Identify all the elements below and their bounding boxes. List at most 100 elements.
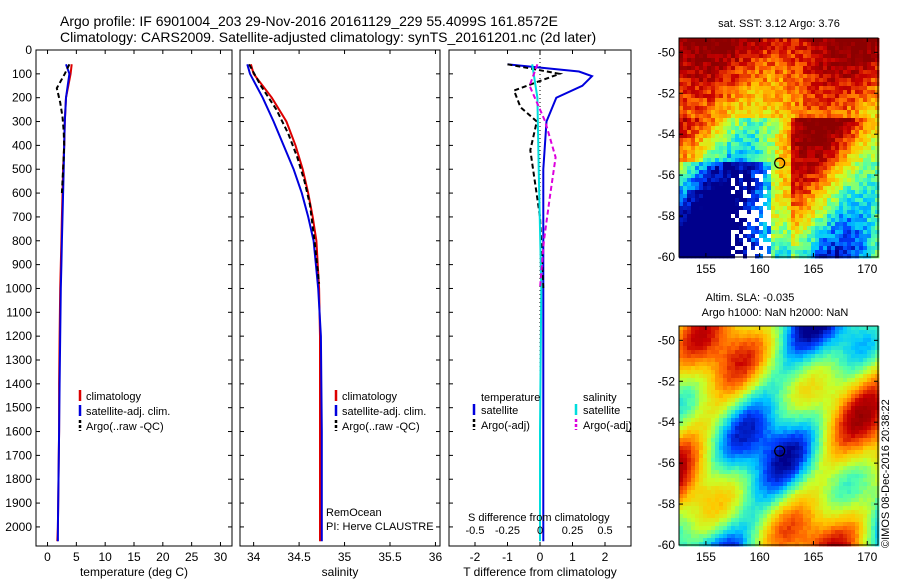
- map-cell: [819, 222, 824, 227]
- y-tick-label: 400: [12, 138, 32, 152]
- map-cell: [751, 398, 756, 403]
- map-cell: [839, 66, 844, 71]
- map-cell: [707, 246, 712, 251]
- map-cell: [787, 174, 792, 179]
- map-cell: [767, 406, 772, 411]
- map-cell: [735, 50, 740, 55]
- map-cell: [823, 166, 828, 171]
- map-cell: [719, 474, 724, 479]
- map-cell: [875, 470, 880, 475]
- map-cell: [771, 170, 776, 175]
- map-cell: [683, 470, 688, 475]
- map-cell: [823, 342, 828, 347]
- map-cell: [799, 142, 804, 147]
- map-cell: [723, 130, 728, 135]
- map-cell: [847, 70, 852, 75]
- map-cell: [755, 390, 760, 395]
- map-cell: [847, 382, 852, 387]
- map-cell: [799, 66, 804, 71]
- map-cell: [699, 66, 704, 71]
- map-cell: [795, 454, 800, 459]
- map-cell: [779, 174, 784, 179]
- map-cell: [831, 74, 836, 79]
- map-cell: [839, 82, 844, 87]
- map-cell: [707, 402, 712, 407]
- map-cell: [735, 254, 740, 259]
- map-cell: [759, 146, 764, 151]
- map-cell: [855, 82, 860, 87]
- map-cell: [831, 102, 836, 107]
- map-cell: [747, 362, 752, 367]
- map-cell: [875, 434, 880, 439]
- map-cell: [687, 38, 692, 43]
- map-cell: [719, 230, 724, 235]
- map-cell: [819, 54, 824, 59]
- map-cell: [835, 90, 840, 95]
- map-cell: [823, 374, 828, 379]
- map-cell: [803, 194, 808, 199]
- map-cell: [803, 426, 808, 431]
- map-cell: [871, 210, 876, 215]
- map-cell: [835, 58, 840, 63]
- map-cell: [819, 162, 824, 167]
- map-cell: [687, 66, 692, 71]
- map-cell: [691, 222, 696, 227]
- map-cell: [823, 238, 828, 243]
- map-cell: [855, 126, 860, 131]
- map-cell: [799, 250, 804, 255]
- map-cell: [715, 218, 720, 223]
- map-cell: [847, 462, 852, 467]
- map-cell: [839, 334, 844, 339]
- map-cell: [691, 138, 696, 143]
- map-cell: [731, 358, 736, 363]
- map-cell: [779, 398, 784, 403]
- map-cell: [835, 346, 840, 351]
- map-cell: [735, 458, 740, 463]
- map-cell: [743, 102, 748, 107]
- map-cell: [787, 458, 792, 463]
- map-cell: [703, 114, 708, 119]
- map-cell: [867, 418, 872, 423]
- map-cell: [859, 454, 864, 459]
- map-cell: [755, 234, 760, 239]
- map-cell: [867, 42, 872, 47]
- map-cell: [835, 398, 840, 403]
- map-cell: [739, 462, 744, 467]
- map-cell: [851, 86, 856, 91]
- map-cell: [707, 162, 712, 167]
- map-cell: [703, 182, 708, 187]
- map-cell: [807, 174, 812, 179]
- map-cell: [775, 394, 780, 399]
- map-cell: [855, 434, 860, 439]
- map-cell: [739, 474, 744, 479]
- map-cell: [687, 42, 692, 47]
- map-cell: [791, 82, 796, 87]
- map-cell: [743, 382, 748, 387]
- map-cell: [751, 354, 756, 359]
- map-cell: [871, 418, 876, 423]
- map-cell: [871, 462, 876, 467]
- map-cell: [683, 74, 688, 79]
- map-cell: [875, 354, 880, 359]
- map-cell: [719, 446, 724, 451]
- map-cell: [723, 202, 728, 207]
- map-cell: [755, 58, 760, 63]
- map-cell: [787, 474, 792, 479]
- map-cell: [787, 370, 792, 375]
- map-cell: [783, 90, 788, 95]
- map-cell: [731, 178, 736, 183]
- map-cell: [855, 186, 860, 191]
- map-cell: [759, 82, 764, 87]
- map-cell: [843, 178, 848, 183]
- map-cell: [703, 346, 708, 351]
- map-cell: [731, 334, 736, 339]
- map-cell: [843, 470, 848, 475]
- map-cell: [779, 394, 784, 399]
- map-cell: [855, 86, 860, 91]
- map-cell: [727, 226, 732, 231]
- map-cell: [807, 78, 812, 83]
- map-cell: [719, 130, 724, 135]
- map-cell: [823, 86, 828, 91]
- map-cell: [723, 110, 728, 115]
- map-cell: [735, 394, 740, 399]
